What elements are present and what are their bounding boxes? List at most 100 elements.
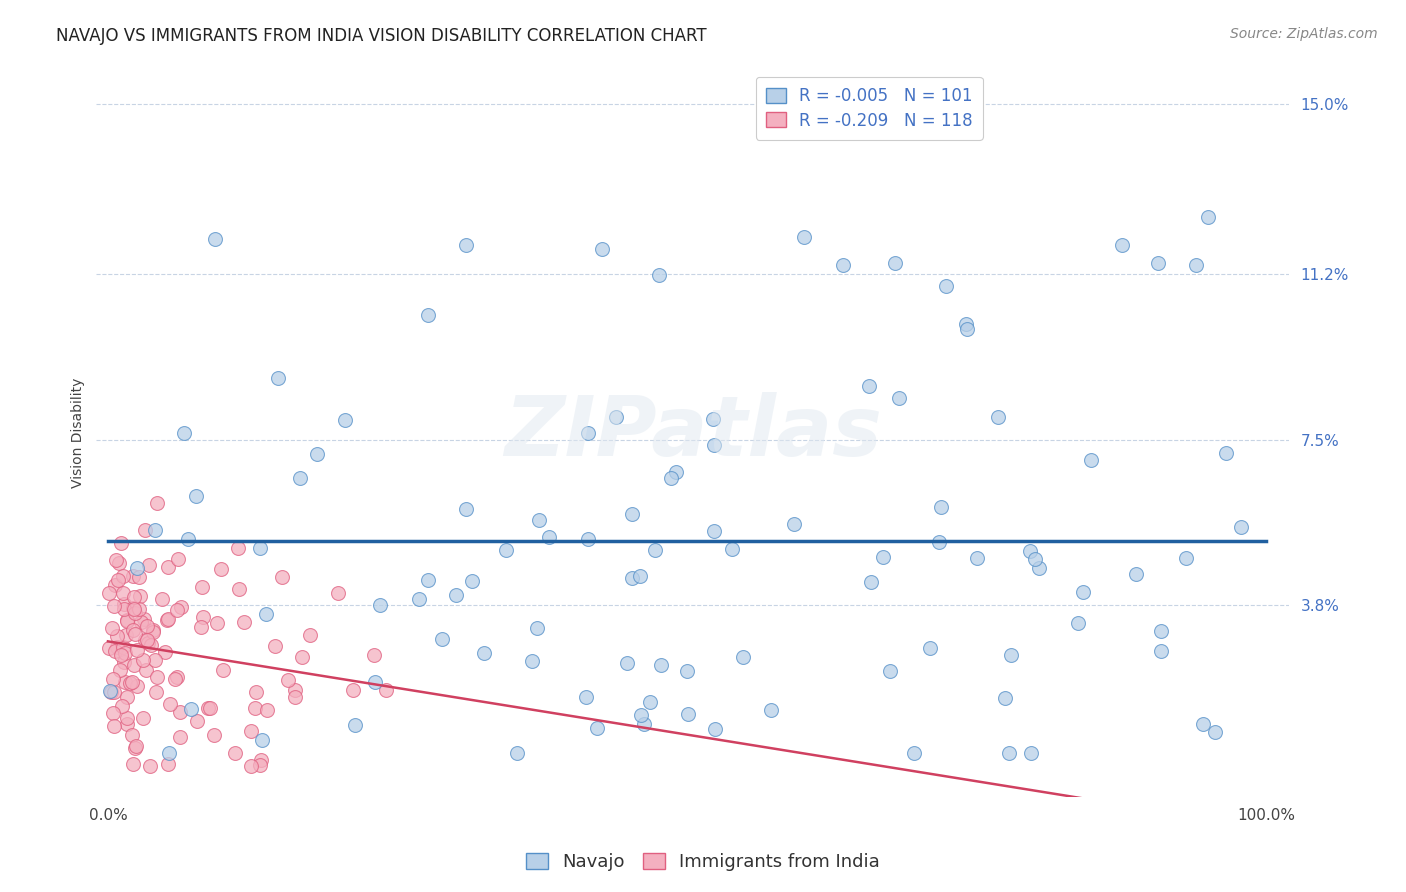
Point — [197, 701, 219, 715]
Point — [326, 586, 349, 600]
Text: ZIPatlas: ZIPatlas — [503, 392, 882, 474]
Point — [103, 577, 125, 591]
Point — [131, 711, 153, 725]
Point — [135, 618, 157, 632]
Point — [495, 543, 517, 558]
Point — [108, 556, 131, 570]
Point — [98, 684, 121, 698]
Point — [249, 541, 271, 556]
Point — [526, 621, 548, 635]
Point — [903, 746, 925, 760]
Point — [676, 664, 699, 678]
Point — [1191, 717, 1213, 731]
Point — [159, 746, 181, 760]
Point — [104, 643, 127, 657]
Point — [132, 652, 155, 666]
Point — [143, 652, 166, 666]
Legend: Navajo, Immigrants from India: Navajo, Immigrants from India — [519, 846, 887, 879]
Point — [145, 670, 167, 684]
Point — [145, 684, 167, 698]
Point — [1028, 561, 1050, 575]
Point — [112, 655, 135, 669]
Point — [111, 640, 134, 654]
Point — [121, 674, 143, 689]
Point — [122, 658, 145, 673]
Point — [100, 685, 122, 699]
Point — [124, 741, 146, 756]
Point — [142, 625, 165, 640]
Point — [190, 620, 212, 634]
Point — [157, 560, 180, 574]
Point — [935, 278, 957, 293]
Point — [156, 613, 179, 627]
Point — [633, 716, 655, 731]
Point — [416, 309, 439, 323]
Point — [430, 632, 453, 647]
Point — [1071, 585, 1094, 599]
Point — [887, 391, 910, 405]
Point — [202, 729, 225, 743]
Point — [115, 628, 138, 642]
Point — [506, 746, 529, 760]
Point — [122, 600, 145, 615]
Point — [110, 663, 132, 677]
Point — [620, 571, 643, 585]
Point — [630, 707, 652, 722]
Point — [859, 574, 882, 589]
Point — [256, 607, 278, 622]
Point — [1197, 210, 1219, 224]
Point — [121, 728, 143, 742]
Point — [998, 746, 1021, 760]
Point — [659, 471, 682, 485]
Point — [955, 318, 977, 332]
Point — [335, 413, 357, 427]
Point — [124, 590, 146, 604]
Point — [1024, 552, 1046, 566]
Point — [966, 550, 988, 565]
Point — [104, 553, 127, 567]
Point — [101, 706, 124, 720]
Point — [872, 550, 894, 565]
Point — [418, 573, 440, 587]
Point — [153, 644, 176, 658]
Point — [121, 569, 143, 583]
Point — [169, 705, 191, 719]
Point — [575, 690, 598, 705]
Point — [122, 757, 145, 772]
Point — [650, 658, 672, 673]
Point — [204, 231, 226, 245]
Point — [115, 613, 138, 627]
Point — [720, 542, 742, 557]
Point — [122, 624, 145, 638]
Point — [173, 425, 195, 440]
Point — [783, 517, 806, 532]
Point — [578, 425, 600, 440]
Y-axis label: Vision Disability: Vision Disability — [72, 377, 86, 488]
Point — [792, 230, 814, 244]
Point — [101, 621, 124, 635]
Point — [305, 447, 328, 461]
Point — [250, 732, 273, 747]
Point — [103, 673, 125, 687]
Point — [883, 256, 905, 270]
Point — [111, 699, 134, 714]
Point — [193, 610, 215, 624]
Point — [239, 723, 262, 738]
Point — [665, 465, 688, 479]
Point — [103, 719, 125, 733]
Point — [120, 675, 142, 690]
Point — [538, 530, 561, 544]
Point — [928, 535, 950, 549]
Point — [271, 570, 294, 584]
Point — [98, 586, 121, 600]
Point — [107, 574, 129, 588]
Point — [132, 612, 155, 626]
Point — [591, 242, 613, 256]
Point — [165, 672, 187, 686]
Point — [124, 627, 146, 641]
Point — [1080, 453, 1102, 467]
Point — [111, 586, 134, 600]
Point — [277, 673, 299, 687]
Point — [139, 759, 162, 773]
Point — [245, 701, 267, 715]
